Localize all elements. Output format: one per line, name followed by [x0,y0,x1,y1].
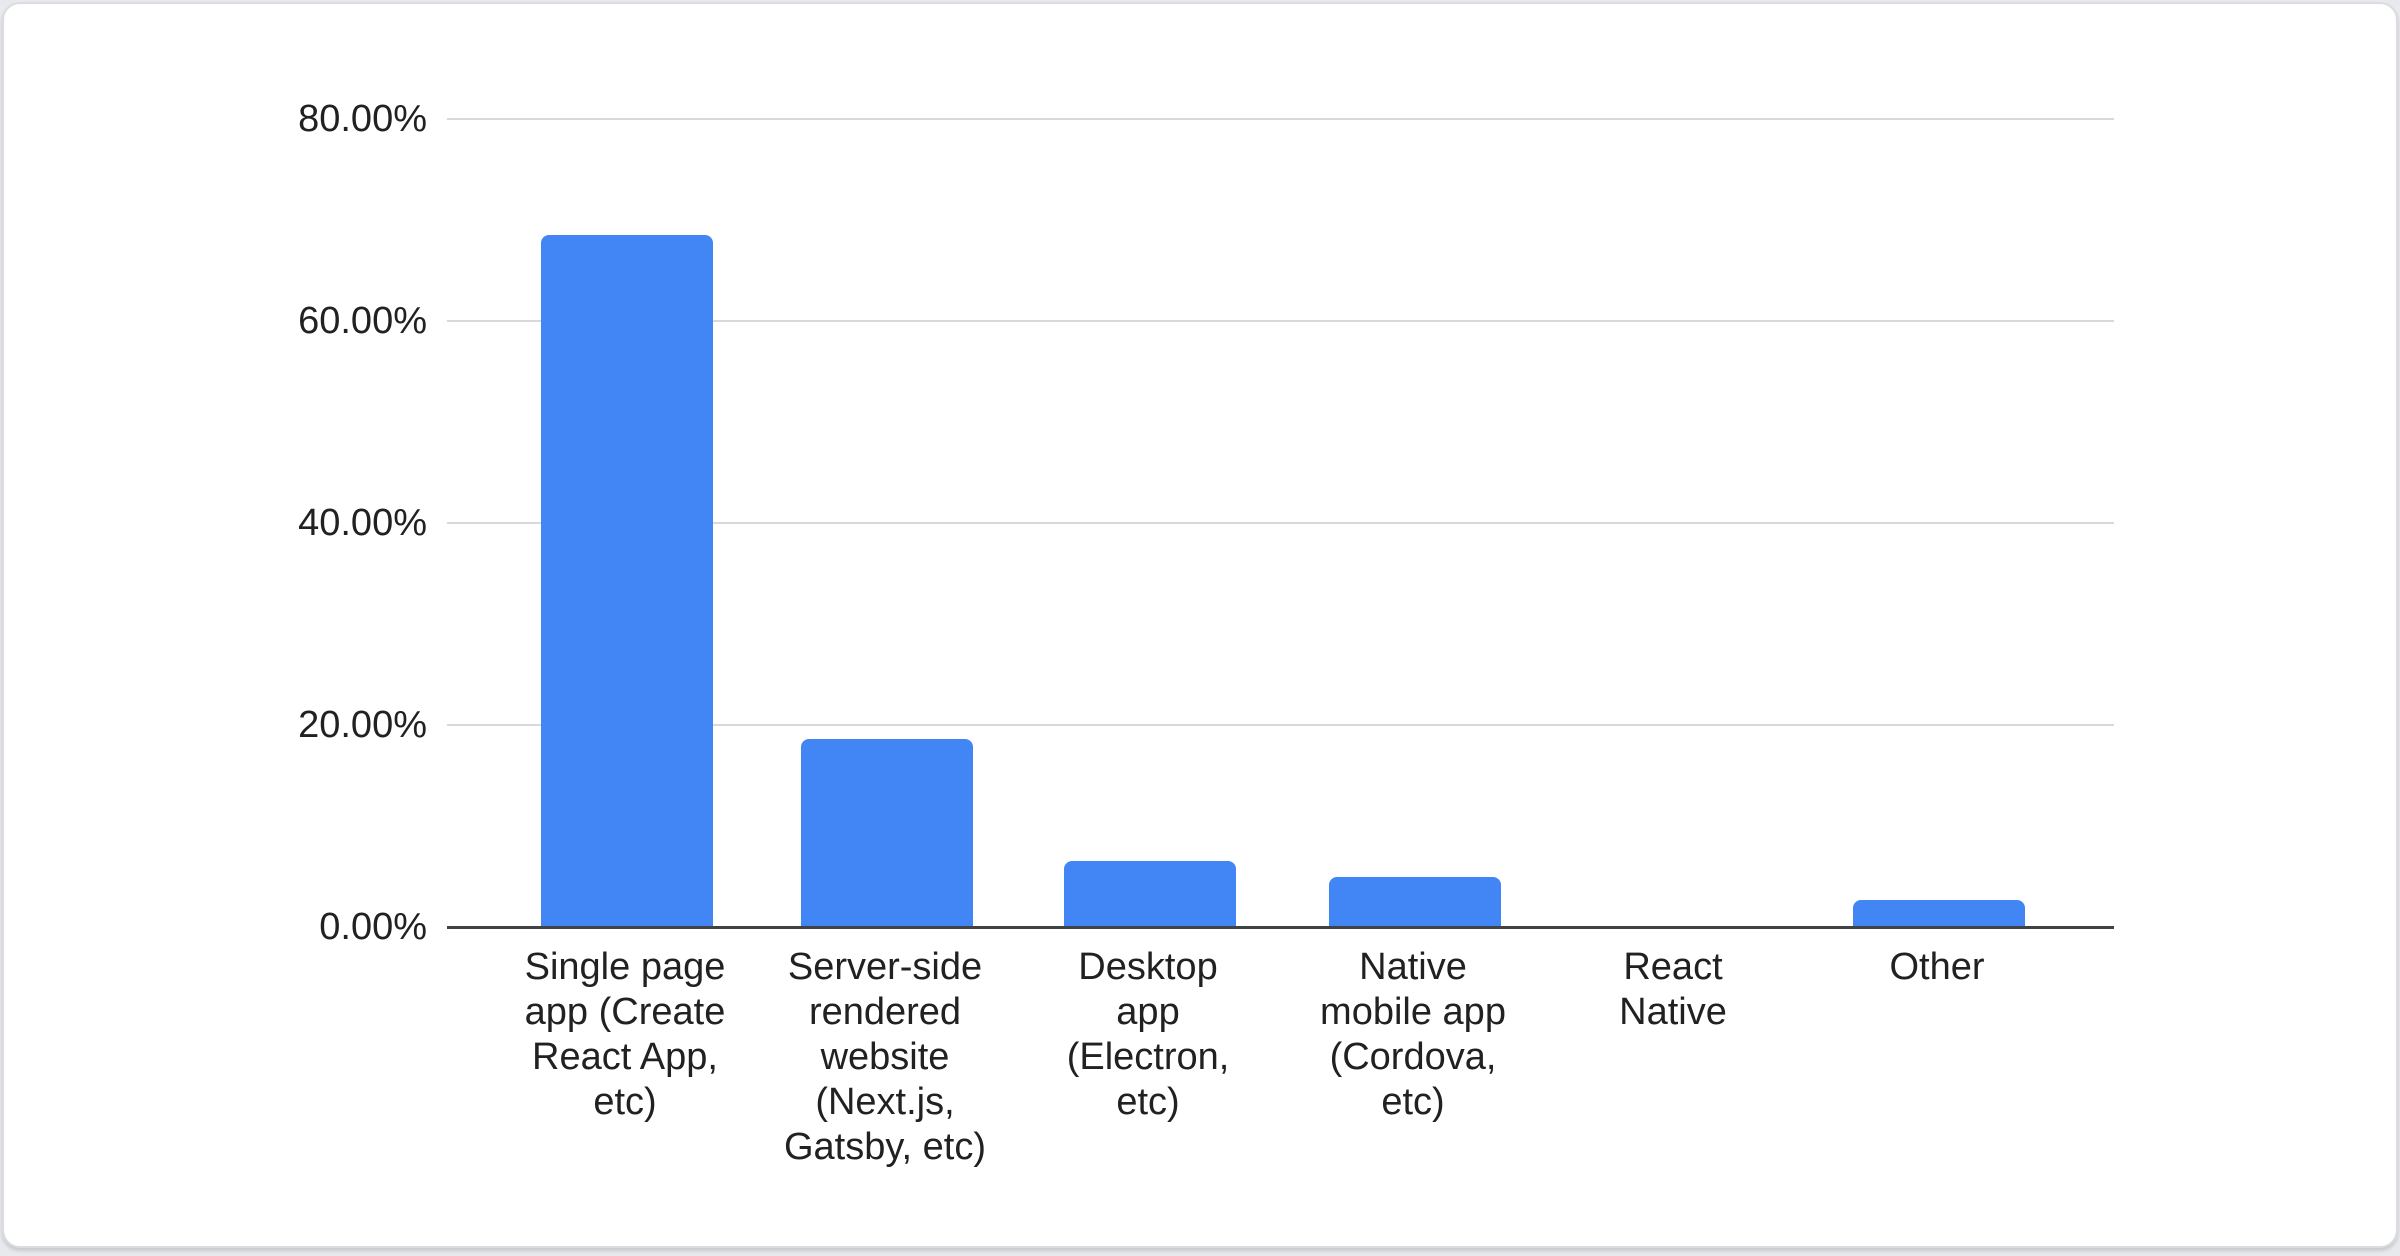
x-axis-category-label: Native mobile app (Cordova, etc) [1320,946,1506,1123]
gridline-20 [447,724,2114,726]
gridline-80 [447,118,2114,120]
x-axis-category-label: Other [1889,946,1985,988]
bar-server-side-rendered[interactable] [801,739,973,926]
bar-single-page-app[interactable] [541,235,713,926]
gridline-40 [447,522,2114,524]
y-axis-tick-label: 0.00% [319,906,427,948]
x-axis-category-label: Single page app (Create React App, etc) [524,946,726,1123]
x-axis-category-label: Server-side rendered website (Next.js, G… [783,946,987,1168]
y-axis-tick-label: 60.00% [298,300,427,342]
x-axis-category-label: Desktop app (Electron, etc) [1066,946,1230,1123]
x-axis-line [447,926,2114,929]
y-axis-tick-label: 80.00% [298,98,427,140]
bar-native-mobile-app[interactable] [1329,877,1501,926]
y-axis-tick-label: 20.00% [298,704,427,746]
x-axis-category-label: React Native [1619,946,1727,1033]
plot-area [447,118,2114,929]
bar-other[interactable] [1853,900,2025,926]
y-axis-tick-label: 40.00% [298,502,427,544]
gridline-60 [447,320,2114,322]
bar-desktop-app[interactable] [1064,861,1236,926]
